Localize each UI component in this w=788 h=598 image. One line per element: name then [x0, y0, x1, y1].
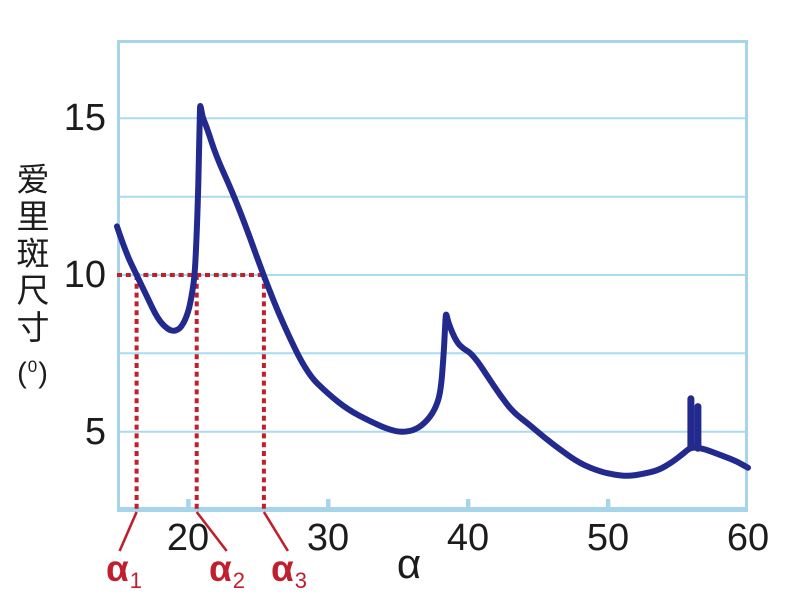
- y-axis-label-char: 爱: [16, 161, 50, 198]
- y-tick-label: 15: [63, 97, 106, 139]
- y-axis-unit: (0): [17, 357, 49, 390]
- y-tick-label: 5: [84, 411, 106, 453]
- marker-label-alpha-1: α1: [106, 548, 142, 593]
- y-axis-label: 爱里斑尺寸 (0): [9, 161, 57, 395]
- x-tick-label: 30: [306, 517, 350, 559]
- y-axis-label-char: 寸: [16, 309, 50, 346]
- marker-subscript: 3: [294, 568, 307, 593]
- marker-connector: [118, 511, 138, 552]
- y-tick-label: 10: [63, 254, 106, 296]
- marker-subscript: 2: [232, 568, 245, 593]
- x-tick-label: 50: [586, 517, 630, 559]
- x-tick-label: 20: [166, 517, 210, 559]
- marker-connector: [262, 511, 290, 552]
- marker-subscript: 1: [129, 568, 142, 593]
- marker-label-alpha-3: α3: [271, 548, 307, 593]
- x-tick: [605, 499, 611, 508]
- x-tick: [466, 499, 471, 508]
- x-axis-label: α: [396, 540, 422, 587]
- y-axis-label-char: 斑: [16, 235, 50, 272]
- x-tick-label: 60: [726, 517, 770, 559]
- x-tick-label: 40: [446, 517, 490, 559]
- x-tick: [186, 499, 191, 508]
- curve-path: [114, 103, 751, 479]
- marker-label-alpha-2: α2: [209, 548, 245, 593]
- x-tick: [326, 499, 331, 508]
- y-axis-label-char: 尺: [16, 272, 50, 309]
- y-axis-label-char: 里: [16, 198, 50, 235]
- marker-connector: [195, 511, 228, 552]
